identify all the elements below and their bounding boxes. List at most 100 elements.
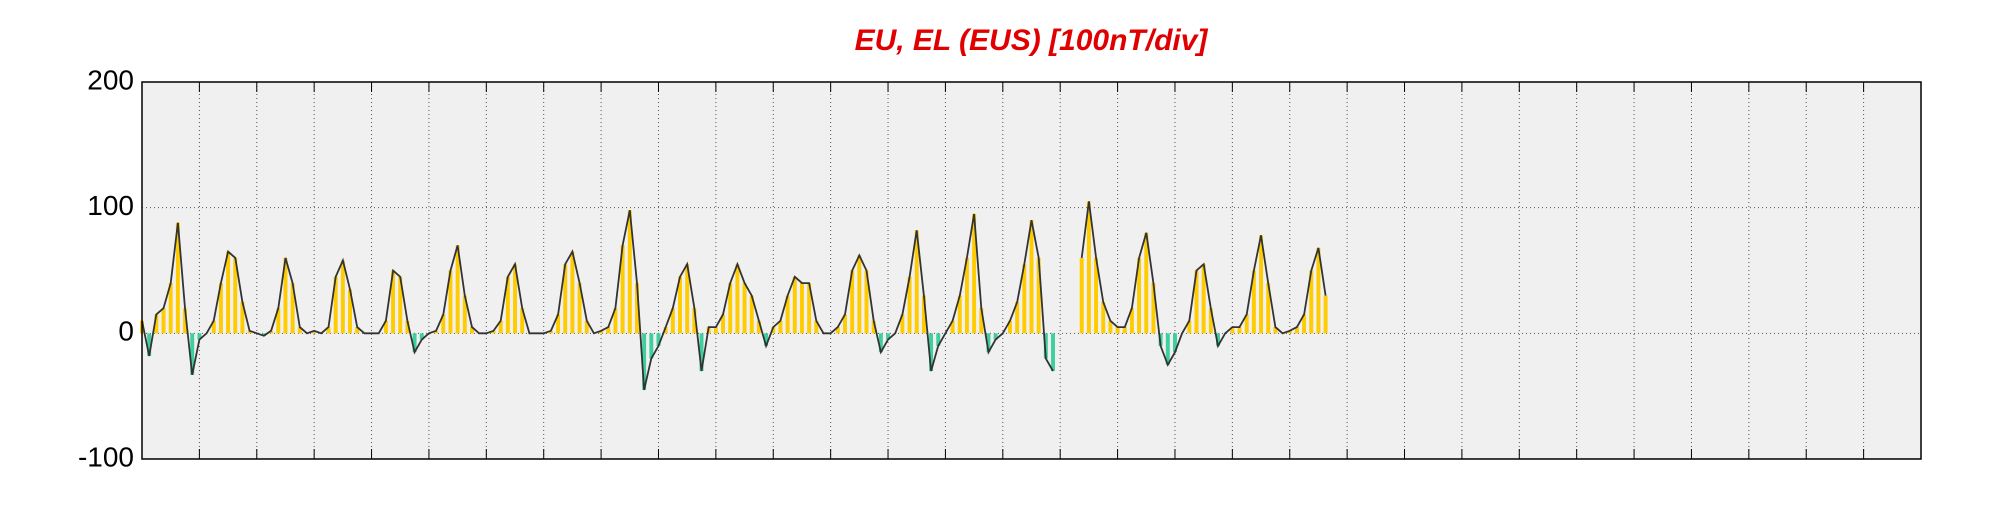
bar xyxy=(756,320,761,334)
bar xyxy=(1165,333,1170,365)
bar xyxy=(570,251,575,334)
bar xyxy=(900,314,905,334)
bar xyxy=(1309,270,1314,334)
bar xyxy=(785,295,790,334)
bar xyxy=(599,330,604,334)
bar xyxy=(807,283,812,334)
bar xyxy=(1086,201,1091,334)
bar xyxy=(771,327,776,334)
bar xyxy=(283,257,288,334)
bar xyxy=(921,295,926,334)
bar xyxy=(448,270,453,334)
bar xyxy=(147,333,152,356)
bar xyxy=(455,245,460,334)
y-tick-label: 200 xyxy=(87,64,134,95)
bar xyxy=(663,327,668,334)
bar xyxy=(613,308,618,334)
bar xyxy=(333,276,338,334)
chart-title: EU, EL (EUS) [100nT/div] xyxy=(855,24,1209,57)
bar xyxy=(850,270,855,334)
bar xyxy=(1079,257,1084,334)
bar xyxy=(1129,308,1134,334)
bar xyxy=(1244,314,1249,334)
bar xyxy=(577,283,582,334)
bar xyxy=(297,327,302,334)
bar xyxy=(183,308,188,334)
bar xyxy=(886,333,891,340)
bar xyxy=(355,327,360,334)
bar xyxy=(878,333,883,353)
bar xyxy=(340,260,345,334)
bar xyxy=(1115,327,1120,334)
bar xyxy=(1316,247,1321,334)
bar xyxy=(190,333,195,375)
bar xyxy=(1029,220,1034,334)
bar xyxy=(520,308,525,334)
bar xyxy=(240,301,245,334)
bar xyxy=(606,327,611,334)
bar xyxy=(814,320,819,334)
bar xyxy=(1137,257,1142,334)
bar xyxy=(348,289,353,334)
bar xyxy=(247,330,252,334)
bar xyxy=(699,333,704,372)
bar xyxy=(986,333,991,353)
bar xyxy=(383,320,388,334)
bar xyxy=(269,330,274,334)
bar xyxy=(1122,327,1127,334)
bar xyxy=(1194,270,1199,334)
bar xyxy=(470,327,474,334)
bar xyxy=(1259,235,1264,334)
bar xyxy=(462,295,467,334)
bar xyxy=(843,314,847,334)
data-line xyxy=(1080,201,1327,367)
bar xyxy=(218,283,223,334)
bar xyxy=(670,308,675,334)
bar xyxy=(972,213,977,334)
bar xyxy=(1187,320,1192,334)
y-tick-label: 100 xyxy=(87,190,134,221)
bar xyxy=(505,276,510,334)
bar xyxy=(993,333,998,340)
bar xyxy=(979,308,984,334)
bar xyxy=(1201,264,1206,334)
bar xyxy=(735,264,740,334)
bar xyxy=(1302,314,1307,334)
bar xyxy=(584,320,589,334)
bar xyxy=(1043,333,1048,359)
bar xyxy=(1273,327,1278,334)
bar xyxy=(936,333,941,346)
bar xyxy=(1294,327,1299,334)
bar xyxy=(391,270,396,334)
bar xyxy=(276,308,281,334)
bar xyxy=(154,314,159,334)
bar xyxy=(871,320,876,334)
bar xyxy=(1266,283,1271,334)
bar xyxy=(685,264,690,334)
bar xyxy=(792,276,797,334)
bar xyxy=(1323,295,1328,334)
bar xyxy=(864,270,869,334)
bar xyxy=(412,333,417,353)
bar xyxy=(1036,257,1041,334)
bar xyxy=(226,251,231,334)
bar xyxy=(405,320,410,334)
bar xyxy=(713,327,718,334)
bar xyxy=(1101,301,1106,334)
bar xyxy=(728,283,733,334)
y-tick-label: 0 xyxy=(118,316,134,347)
bar xyxy=(1008,320,1012,334)
bar xyxy=(197,333,202,340)
bar xyxy=(326,327,331,334)
bar xyxy=(1151,283,1156,334)
bar xyxy=(692,308,697,334)
bar xyxy=(434,330,439,334)
bar xyxy=(799,283,804,334)
bar xyxy=(419,333,424,340)
data-line xyxy=(141,210,1054,391)
bar xyxy=(261,333,266,336)
bar xyxy=(627,210,632,334)
bar xyxy=(634,283,639,334)
bar xyxy=(778,320,783,334)
